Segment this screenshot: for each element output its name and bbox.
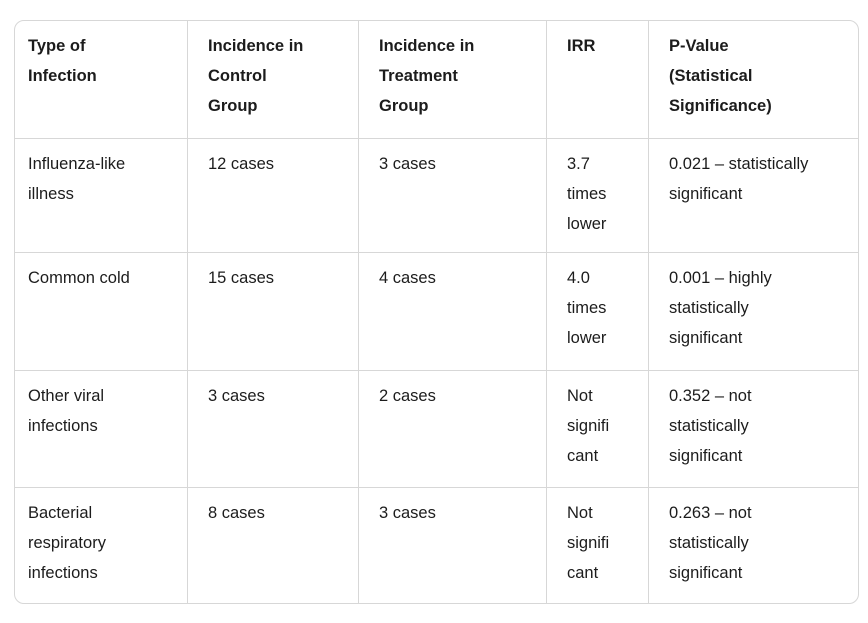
table-cell: Not signifi cant [547,371,649,488]
table-cell: 3 cases [359,488,547,603]
table-container: Type of Infection Incidence in Control G… [14,20,859,604]
column-header-p-value: P-Value (Statistical Significance) [649,21,858,139]
table-cell: Other viral infections [15,371,188,488]
table-cell: 0.021 – statistically significant [649,139,858,253]
table-row-common-cold: Common cold 15 cases 4 cases 4.0 times l… [15,253,858,371]
table-cell: 8 cases [188,488,359,603]
column-header-incidence-control-group: Incidence in Control Group [188,21,359,139]
table-row-bacterial-respiratory-infections: Bacterial respiratory infections 8 cases… [15,488,858,603]
table-cell: 3.7 times lower [547,139,649,253]
table-cell: 0.352 – not statistically significant [649,371,858,488]
table-cell: 0.263 – not statistically significant [669,504,752,582]
table-cell: Common cold [15,253,188,371]
table-row-other-viral-infections: Other viral infections 3 cases 2 cases N… [15,371,858,488]
infection-incidence-table: Type of Infection Incidence in Control G… [14,20,859,604]
header-row: Type of Infection Incidence in Control G… [15,21,858,139]
table-row-influenza-like-illness: Influenza-like illness 12 cases 3 cases … [15,139,858,253]
column-header-type-of-infection: Type of Infection [15,21,188,139]
table-cell: Not signifi cant [547,488,649,603]
table-cell: 0.001 – highly statistically significant [649,253,858,371]
table-cell: 3 cases [359,139,547,253]
table-cell: Bacterial respiratory infections [15,488,188,603]
table-cell: 3 cases [188,371,359,488]
table-cell: 2 cases [359,371,547,488]
column-header-incidence-treatment-group: Incidence in Treatment Group [359,21,547,139]
table-cell: 4 cases [359,253,547,371]
table-cell: Influenza-like illness [15,139,188,253]
table-cell: 12 cases [188,139,359,253]
column-header-irr: IRR [547,21,649,139]
table-cell: 15 cases [188,253,359,371]
table-cell: 4.0 times lower [547,253,649,371]
